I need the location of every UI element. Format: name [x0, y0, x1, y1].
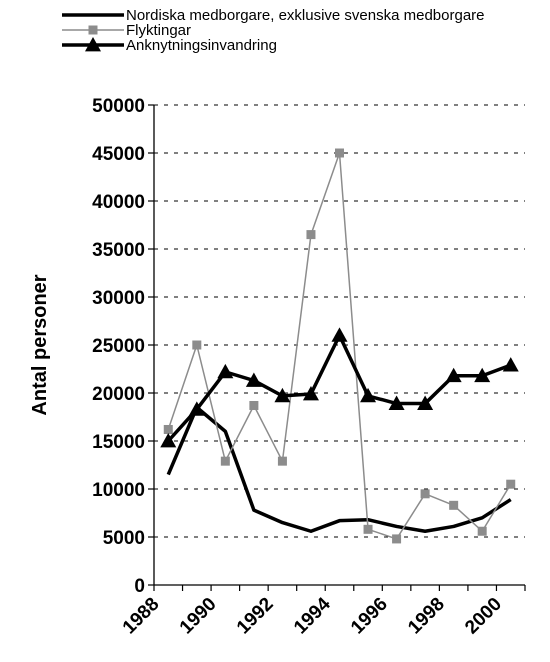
series-layer [160, 148, 519, 544]
y-tick-label: 15000 [92, 432, 145, 453]
y-tick-label: 10000 [92, 480, 145, 501]
legend-item: Nordiska medborgare, exklusive svenska m… [62, 7, 485, 24]
data-point-triangle [331, 327, 348, 342]
data-point-square [163, 424, 173, 434]
series-line [167, 152, 512, 540]
axes [148, 104, 526, 591]
data-point-square [277, 456, 287, 466]
y-tick-label: 20000 [92, 384, 145, 405]
data-point-square [88, 25, 98, 35]
series-2 [163, 148, 516, 544]
x-tick-label: 1996 [347, 594, 392, 639]
data-point-square [506, 479, 516, 489]
data-point-square [249, 400, 259, 410]
data-point-triangle [445, 367, 462, 383]
y-tick-label: 30000 [92, 288, 145, 309]
y-tick-label: 35000 [92, 240, 145, 261]
data-point-square [335, 148, 344, 158]
series-3 [160, 327, 519, 448]
x-tick-label: 1992 [233, 594, 278, 639]
legend: Nordiska medborgare, exklusive svenska m… [62, 7, 485, 54]
data-point-triangle [85, 37, 101, 52]
data-point-triangle [245, 372, 262, 387]
data-point-square [363, 524, 373, 534]
data-point-triangle [388, 395, 405, 410]
y-tick-label: 0 [134, 576, 145, 597]
legend-label: Anknytningsinvandring [126, 37, 277, 54]
data-point-triangle [217, 363, 234, 379]
series-line [166, 405, 512, 533]
legend-item: Flyktingar [62, 22, 191, 39]
data-point-triangle [360, 387, 377, 403]
y-tick-label: 25000 [92, 336, 145, 357]
data-point-square [392, 534, 402, 544]
x-tick-label: 1988 [119, 594, 164, 639]
data-point-triangle [474, 367, 491, 383]
y-tick-label: 45000 [92, 144, 145, 165]
x-tick-label: 1998 [404, 594, 449, 639]
data-point-triangle [502, 357, 519, 372]
x-tick-label: 1990 [176, 594, 221, 639]
data-point-triangle [188, 401, 205, 416]
data-point-square [449, 500, 459, 510]
y-tick-label: 5000 [103, 528, 145, 549]
data-point-triangle [302, 385, 319, 401]
x-tick-label: 2000 [461, 594, 506, 639]
data-point-square [220, 456, 230, 466]
data-point-triangle [417, 395, 434, 410]
data-point-triangle [274, 387, 291, 403]
legend-label: Flyktingar [126, 22, 191, 39]
x-tick-label: 1994 [290, 593, 335, 638]
data-point-square [420, 489, 430, 499]
y-tick-label: 50000 [92, 96, 145, 117]
y-tick-label: 40000 [92, 192, 145, 213]
y-axis-title: Antal personer [29, 274, 51, 415]
legend-item: Anknytningsinvandring [62, 37, 277, 54]
grid-lines [154, 104, 525, 538]
series-1 [166, 405, 512, 533]
legend-label: Nordiska medborgare, exklusive svenska m… [126, 7, 485, 24]
data-point-square [192, 340, 202, 350]
data-point-triangle [160, 433, 177, 448]
data-point-square [306, 230, 316, 240]
data-point-square [477, 526, 487, 536]
